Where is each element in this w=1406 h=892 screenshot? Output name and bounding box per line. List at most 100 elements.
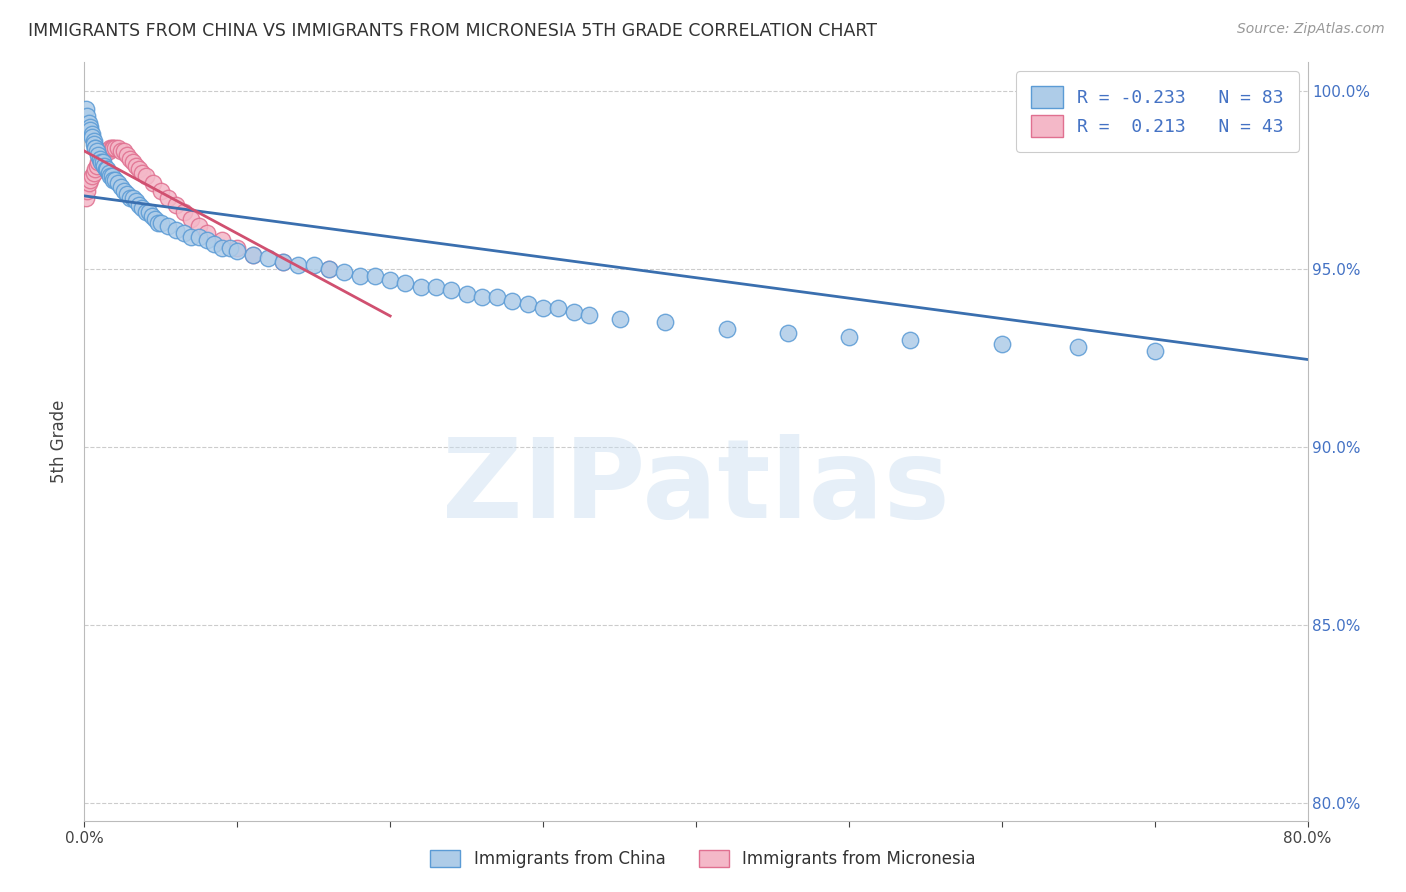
Point <box>409 279 432 293</box>
Point <box>122 155 145 169</box>
Text: IMMIGRANTS FROM CHINA VS IMMIGRANTS FROM MICRONESIA 5TH GRADE CORRELATION CHART: IMMIGRANTS FROM CHINA VS IMMIGRANTS FROM… <box>28 22 877 40</box>
Point <box>716 322 738 336</box>
Point <box>157 219 180 234</box>
Point <box>173 205 195 219</box>
Point <box>654 315 676 329</box>
Point <box>93 159 115 173</box>
Point <box>80 130 103 145</box>
Point <box>257 251 280 265</box>
Point <box>97 145 120 159</box>
Point <box>75 191 97 205</box>
Point <box>83 137 105 152</box>
Point <box>91 155 114 169</box>
Legend: R = -0.233   N = 83, R =  0.213   N = 43: R = -0.233 N = 83, R = 0.213 N = 43 <box>1017 71 1299 152</box>
Text: ZIPatlas: ZIPatlas <box>441 434 950 541</box>
Point <box>89 152 111 166</box>
Point <box>120 152 142 166</box>
Point <box>188 230 211 244</box>
Point <box>103 173 125 187</box>
Point <box>84 141 107 155</box>
Point <box>578 308 600 322</box>
Point <box>86 159 108 173</box>
Point <box>125 194 148 209</box>
Point <box>135 205 157 219</box>
Point <box>101 141 124 155</box>
Point <box>90 152 112 166</box>
Point <box>364 268 387 283</box>
Point <box>84 162 107 177</box>
Point <box>991 336 1014 351</box>
Point <box>547 301 569 315</box>
Point <box>380 272 402 286</box>
Point <box>471 290 494 304</box>
Point <box>838 329 860 343</box>
Point <box>242 247 264 261</box>
Point <box>165 198 187 212</box>
Point <box>77 116 100 130</box>
Point <box>104 173 127 187</box>
Point <box>318 261 340 276</box>
Point <box>90 155 112 169</box>
Point <box>516 297 538 311</box>
Point <box>80 169 103 184</box>
Point <box>333 265 356 279</box>
Point <box>112 145 135 159</box>
Point <box>195 234 218 248</box>
Point <box>287 258 309 272</box>
Point <box>101 169 124 184</box>
Point <box>1143 343 1166 358</box>
Point <box>226 241 249 255</box>
Point <box>91 148 114 162</box>
Point <box>86 145 108 159</box>
Point <box>94 162 117 177</box>
Point <box>98 169 121 184</box>
Point <box>1265 84 1288 98</box>
Point <box>115 187 138 202</box>
Point <box>211 241 233 255</box>
Point <box>120 191 142 205</box>
Point <box>76 109 98 123</box>
Point <box>776 326 799 340</box>
Point <box>149 184 172 198</box>
Point <box>77 177 100 191</box>
Point <box>898 333 921 347</box>
Point <box>502 293 524 308</box>
Point <box>562 304 585 318</box>
Point <box>122 191 145 205</box>
Y-axis label: 5th Grade: 5th Grade <box>51 400 69 483</box>
Point <box>97 166 120 180</box>
Point <box>94 145 117 159</box>
Point <box>149 216 172 230</box>
Point <box>96 145 118 159</box>
Point <box>1067 340 1090 354</box>
Point <box>76 184 98 198</box>
Point <box>157 191 180 205</box>
Point <box>318 261 340 276</box>
Point <box>138 205 160 219</box>
Point <box>349 268 371 283</box>
Point <box>271 254 294 268</box>
Point <box>425 279 447 293</box>
Point <box>131 166 153 180</box>
Point <box>107 177 129 191</box>
Point <box>83 134 105 148</box>
Text: Source: ZipAtlas.com: Source: ZipAtlas.com <box>1237 22 1385 37</box>
Point <box>125 159 148 173</box>
Point <box>79 173 101 187</box>
Point <box>202 237 225 252</box>
Point <box>87 155 110 169</box>
Point <box>107 141 129 155</box>
Point <box>146 216 169 230</box>
Point <box>79 123 101 137</box>
Point <box>456 286 478 301</box>
Point <box>218 241 240 255</box>
Point <box>84 141 107 155</box>
Point <box>609 311 631 326</box>
Point <box>135 169 157 184</box>
Point <box>131 202 153 216</box>
Legend: Immigrants from China, Immigrants from Micronesia: Immigrants from China, Immigrants from M… <box>423 843 983 875</box>
Point <box>96 162 118 177</box>
Point <box>486 290 509 304</box>
Point <box>531 301 554 315</box>
Point <box>271 254 294 268</box>
